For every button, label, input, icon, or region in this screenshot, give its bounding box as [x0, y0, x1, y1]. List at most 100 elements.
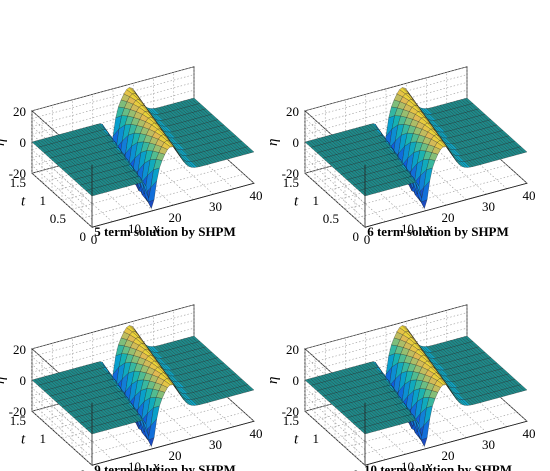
- z-tick-label: -20: [282, 166, 299, 181]
- x-tick-label: 0: [91, 232, 98, 247]
- z-axis-label: η: [0, 139, 8, 146]
- t-tick-label: 0: [353, 467, 360, 471]
- t-tick-label: 1.5: [10, 413, 26, 428]
- t-axis-label: t: [294, 432, 299, 448]
- z-tick-label: 0: [293, 373, 300, 388]
- x-tick-label: 0: [364, 232, 371, 247]
- x-tick-label: 40: [523, 426, 536, 441]
- surface-panel-2: 0 10 20 30 40 0 0.51 1.5-20 0 20 x t η 6 term solutio…: [265, 66, 536, 247]
- x-tick-label: 40: [250, 188, 263, 203]
- x-tick-label: 30: [209, 199, 222, 214]
- grid-line: [31, 118, 93, 173]
- surface-patch: [245, 384, 255, 391]
- z-tick-label: 0: [20, 135, 27, 150]
- grid-line: [31, 172, 93, 228]
- grid-line: [325, 167, 386, 222]
- axes-edges: [364, 402, 528, 466]
- x-axis-line: [364, 182, 528, 228]
- x-tick-label: 10: [128, 221, 141, 236]
- grid-line: [31, 364, 93, 419]
- tick-labels: 0 10 20 30 40 0 0.51 1.5-20 0 20: [282, 104, 536, 247]
- grid-line: [31, 403, 93, 458]
- z-tick-label: -20: [282, 404, 299, 419]
- x-axis-line: [91, 420, 255, 466]
- grid-line: [31, 110, 93, 166]
- t-axis-label: t: [294, 194, 299, 210]
- x-tick-label: 10: [401, 221, 414, 236]
- panel-caption: 9 term solution by SHPM: [94, 462, 236, 471]
- grid-line: [31, 149, 93, 205]
- surface-mesh: [31, 325, 255, 447]
- t-tick-label: 1: [40, 193, 47, 208]
- grid-line: [304, 395, 366, 450]
- panel-caption: 6 term solution by SHPM: [367, 224, 509, 239]
- t-tick-label: 1.5: [283, 413, 299, 428]
- x-axis-label: x: [425, 459, 433, 471]
- t-tick-label: 0.5: [323, 211, 339, 226]
- z-tick-label: 0: [293, 135, 300, 150]
- t-tick-label: 1: [313, 193, 320, 208]
- x-tick-label: 20: [442, 210, 455, 225]
- grid-line: [31, 356, 93, 411]
- t-tick-label: 1.5: [283, 175, 299, 190]
- x-tick-label: 20: [169, 448, 182, 463]
- x-tick-label: 10: [401, 459, 414, 471]
- x-axis-line: [91, 182, 255, 228]
- t-tick-label: 0: [80, 467, 87, 471]
- x-tick-label: 10: [128, 459, 141, 471]
- z-tick-label: 20: [13, 104, 26, 119]
- z-axis-label: η: [265, 377, 281, 384]
- surface-panel-1: 0 10 20 30 40 0 0.51 1.5-20 0 20 x t η 5 term solutio…: [0, 66, 263, 247]
- x-axis-line: [364, 420, 528, 466]
- z-tick-label: -20: [9, 166, 26, 181]
- grid-line: [304, 165, 366, 220]
- x-tick-label: 30: [482, 199, 495, 214]
- tick-labels: 0 10 20 30 40 0 0.51 1.5-20 0 20: [9, 104, 263, 247]
- t-axis-label: t: [21, 432, 26, 448]
- z-axis-label: η: [265, 139, 281, 146]
- surface-mesh: [304, 325, 528, 447]
- x-axis-label: x: [152, 221, 160, 237]
- grid-line: [304, 348, 366, 404]
- z-axis-label: η: [0, 377, 8, 384]
- t-tick-label: 0.5: [50, 211, 66, 226]
- grid-line: [31, 126, 93, 181]
- panel-caption: 5 term solution by SHPM: [94, 224, 236, 239]
- t-tick-label: 1: [40, 431, 47, 446]
- t-tick-label: 1.5: [10, 175, 26, 190]
- grid-line: [31, 410, 93, 466]
- t-tick-label: 1: [313, 431, 320, 446]
- grid-line: [304, 126, 366, 181]
- z-tick-label: 20: [286, 104, 299, 119]
- surface-mesh: [31, 87, 255, 209]
- x-axis-label: x: [152, 459, 160, 471]
- axes-edges: [91, 164, 255, 228]
- grid-line: [304, 356, 366, 411]
- surface-patch: [518, 146, 528, 153]
- surface-patch: [518, 384, 528, 391]
- t-axis-label: t: [21, 194, 26, 210]
- z-tick-label: 20: [13, 342, 26, 357]
- grid-line: [304, 364, 366, 419]
- grid-line: [31, 395, 93, 450]
- grid-line: [31, 157, 93, 212]
- grid-line: [31, 387, 93, 443]
- grid-line: [304, 387, 366, 443]
- surface-panel-3: 010203040011.5-20020xtη9 term solution b…: [0, 304, 263, 471]
- axes-edges: [91, 402, 255, 466]
- t-tick-label: 0: [353, 229, 360, 244]
- grid-line: [52, 167, 113, 222]
- x-axis-label: x: [425, 221, 433, 237]
- grid-line: [304, 149, 366, 205]
- axes-edges: [364, 164, 528, 228]
- z-tick-label: 20: [286, 342, 299, 357]
- grid-line: [52, 405, 113, 460]
- x-tick-label: 40: [523, 188, 536, 203]
- grid-line: [31, 348, 93, 404]
- x-tick-label: 20: [442, 448, 455, 463]
- grid-line: [31, 165, 93, 220]
